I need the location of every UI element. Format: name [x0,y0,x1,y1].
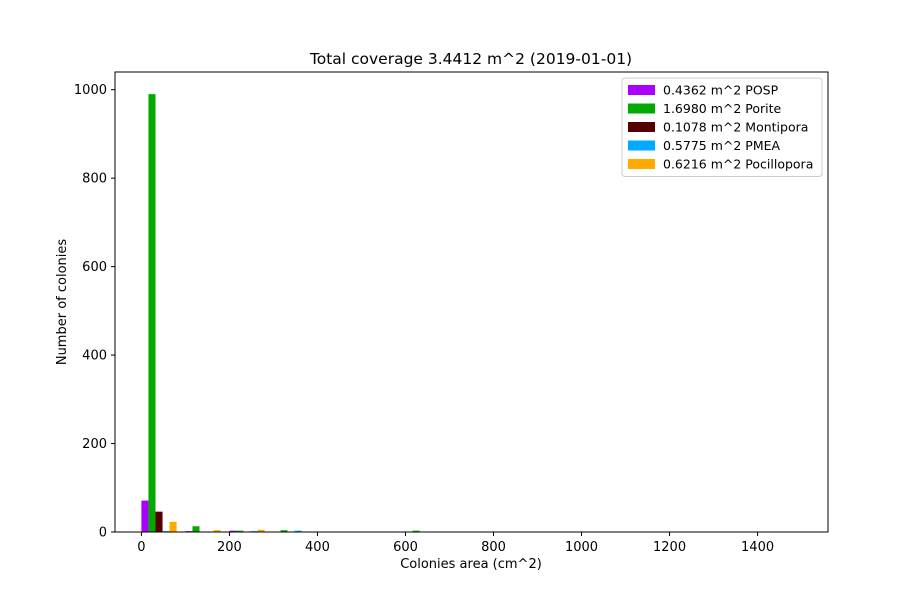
legend-label: 0.5775 m^2 PMEA [663,138,781,153]
plot-frame [114,71,829,533]
y-tick-label: 600 [82,260,107,275]
histogram-bar [141,500,149,532]
x-tick-label: 200 [217,540,242,555]
x-axis-label: Colonies area (cm^2) [400,557,542,572]
y-tick-label: 400 [82,349,107,364]
histogram-bar [294,530,302,532]
bars-layer [141,94,420,532]
x-tick-label: 1000 [565,540,598,555]
legend-box [621,77,823,177]
x-tick-label: 0 [137,540,145,555]
y-axis-label: Number of colonies [55,239,70,366]
legend: 0.4362 m^2 POSP 1.6980 m^2 Porite 0.1078 m… [621,77,823,177]
x-axis-ticks: 0 200 400 600 800 1000 1200 1400 [137,532,774,555]
legend-label: 0.6216 m^2 Pocillopora [663,157,813,172]
histogram-bar [229,530,237,532]
histogram-bar [412,530,420,532]
x-tick-label: 800 [481,540,506,555]
legend-swatch [628,122,655,132]
legend-swatch [628,159,655,169]
y-tick-label: 200 [82,437,107,452]
legend-swatch [628,103,655,114]
legend-label: 1.6980 m^2 Porite [663,101,782,116]
histogram-bar [169,521,177,532]
x-tick-label: 1400 [741,540,774,555]
histogram-bar [236,530,244,532]
y-tick-label: 0 [99,526,107,541]
y-tick-label: 800 [82,172,107,187]
x-tick-label: 600 [393,540,418,555]
x-tick-label: 400 [305,540,330,555]
legend-label: 0.1078 m^2 Montipora [663,120,808,135]
histogram-bar [280,530,288,532]
histogram-bar [148,94,156,532]
histogram-bar [155,511,163,532]
chart-title: Total coverage 3.4412 m^2 (2019-01-01) [309,50,632,68]
histogram-bar [192,526,200,532]
legend-swatch [628,85,655,95]
histogram-bar [213,530,221,532]
legend-swatch [628,140,655,151]
legend-label: 0.4362 m^2 POSP [663,83,779,98]
x-tick-label: 1200 [653,540,686,555]
y-axis-ticks: 0 200 400 600 800 1000 [74,83,115,541]
histogram-bar [257,529,265,532]
y-tick-label: 1000 [74,83,107,98]
